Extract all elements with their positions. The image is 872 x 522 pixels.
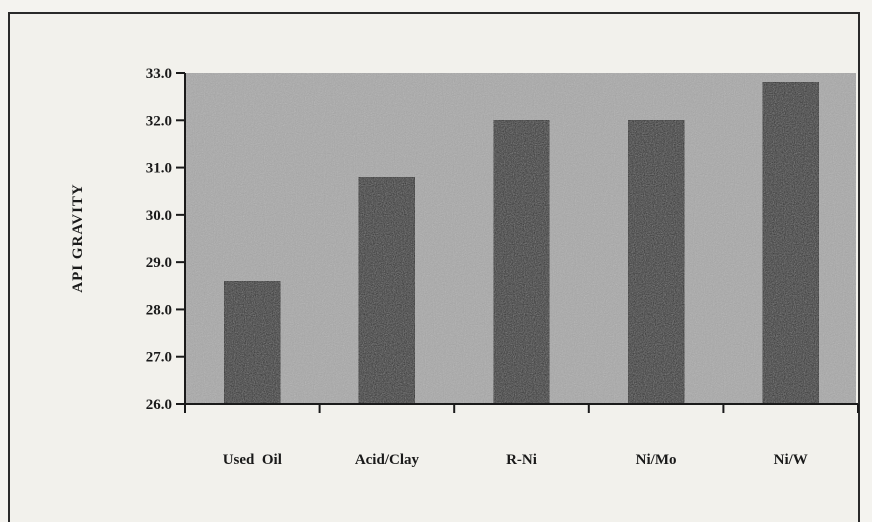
category-labels-group: Used Oil Acid/Clay R-Ni Ni/Mo Ni/W (223, 452, 808, 468)
bar (223, 280, 281, 405)
y-tick-label: 26.0 (146, 397, 172, 413)
bar (762, 81, 820, 405)
x-category-label: Used Oil (223, 452, 282, 468)
x-category-label: R-Ni (506, 452, 537, 468)
y-tick-label: 29.0 (146, 255, 172, 271)
y-axis-title: API GRAVITY (70, 183, 86, 293)
y-tick-label: 31.0 (146, 161, 172, 177)
x-category-label: Acid/Clay (355, 452, 420, 468)
y-tick-label: 32.0 (146, 113, 172, 129)
x-ticks-group (184, 404, 859, 413)
y-tick-label: 28.0 (146, 302, 172, 318)
y-tick-label: 27.0 (146, 350, 172, 366)
x-category-label: Ni/Mo (636, 452, 677, 468)
bars-group (223, 81, 820, 405)
y-tick-label: 33.0 (146, 66, 172, 82)
bar (627, 119, 685, 405)
bar (358, 176, 416, 405)
y-ticks-group: 26.0 27.0 28.0 29.0 30.0 31.0 32.0 33.0 (146, 66, 185, 413)
bar (493, 119, 550, 405)
y-tick-label: 30.0 (146, 208, 172, 224)
x-category-label: Ni/W (774, 452, 808, 468)
